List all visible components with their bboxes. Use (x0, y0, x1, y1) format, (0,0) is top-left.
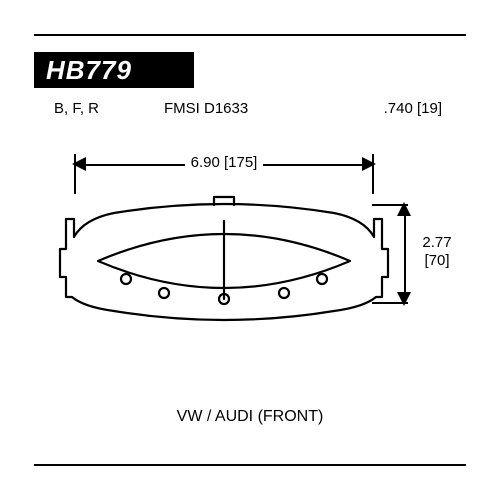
compounds-label: B, F, R (54, 100, 99, 117)
application-label: VW / AUDI (FRONT) (34, 408, 466, 426)
height-dim-label: 2.77 [70] (416, 234, 458, 270)
top-rule (34, 34, 466, 36)
fmsi-label: FMSI D1633 (164, 100, 248, 117)
width-dimension: 6.90 [175] (74, 154, 374, 176)
spec-card: HB779 B, F, R FMSI D1633 .740 [19] 6.90 … (34, 34, 466, 466)
arrow-down-icon (397, 292, 411, 306)
height-dim-line (404, 204, 406, 304)
thickness-label: .740 [19] (384, 100, 442, 117)
brake-pad-outline (54, 189, 394, 339)
height-in: 2.77 (422, 234, 451, 251)
height-dimension: 2.77 [70] (394, 204, 454, 304)
bottom-rule (34, 464, 466, 466)
height-mm: [70] (424, 252, 449, 269)
width-dim-label: 6.90 [175] (185, 154, 264, 176)
diagram-area: 6.90 [175] 2.77 [70] (34, 134, 466, 394)
arrow-up-icon (397, 202, 411, 216)
part-number-header: HB779 (34, 52, 194, 88)
specs-row: B, F, R FMSI D1633 .740 [19] (34, 100, 466, 122)
